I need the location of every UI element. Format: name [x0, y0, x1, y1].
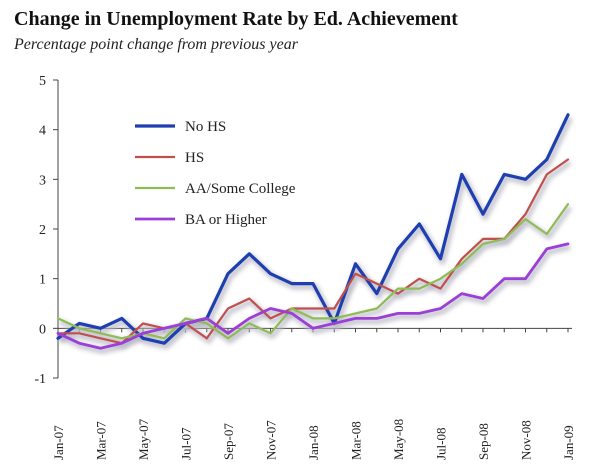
- legend-label: HS: [185, 150, 204, 166]
- x-tick-label: Sep-08: [476, 423, 491, 460]
- y-tick-label: 0: [39, 322, 46, 337]
- x-tick-label: May-07: [136, 418, 151, 460]
- y-tick-label: 2: [39, 223, 46, 238]
- x-tick-label: May-08: [391, 419, 406, 460]
- y-tick-label: 1: [39, 273, 46, 288]
- series-line-hs: [56, 158, 570, 345]
- series-shadow: [58, 205, 573, 344]
- chart-subtitle: Percentage point change from previous ye…: [14, 36, 298, 53]
- series-shadow: [60, 160, 572, 349]
- x-tick-label: Nov-08: [519, 420, 534, 460]
- y-tick-label: -1: [34, 372, 46, 387]
- chart-title: Change in Unemployment Rate by Ed. Achie…: [14, 8, 458, 30]
- series-line-no-hs: [56, 113, 570, 345]
- y-tick-label: 3: [39, 173, 46, 188]
- legend-label: BA or Higher: [185, 212, 267, 228]
- x-tick-label: Nov-07: [264, 420, 279, 460]
- series-shadow: [58, 244, 571, 355]
- legend-label: No HS: [185, 119, 226, 135]
- x-tick-label: Sep-07: [221, 423, 236, 460]
- legend-label: AA/Some College: [185, 181, 296, 197]
- x-tick-label: Jan-08: [306, 425, 321, 460]
- series-line-ba-or-higher: [56, 242, 570, 350]
- x-tick-label: Jul-08: [434, 428, 449, 461]
- y-tick-label: 5: [39, 74, 46, 89]
- x-tick-label: Jan-09: [561, 425, 576, 460]
- x-tick-label: Jul-07: [179, 427, 194, 460]
- y-tick-label: 4: [39, 124, 46, 139]
- x-tick-label: Mar-07: [94, 421, 109, 460]
- x-tick-label: Jan-07: [51, 425, 66, 460]
- series-line-aa-some-college: [56, 203, 570, 340]
- x-tick-label: Mar-08: [349, 421, 364, 460]
